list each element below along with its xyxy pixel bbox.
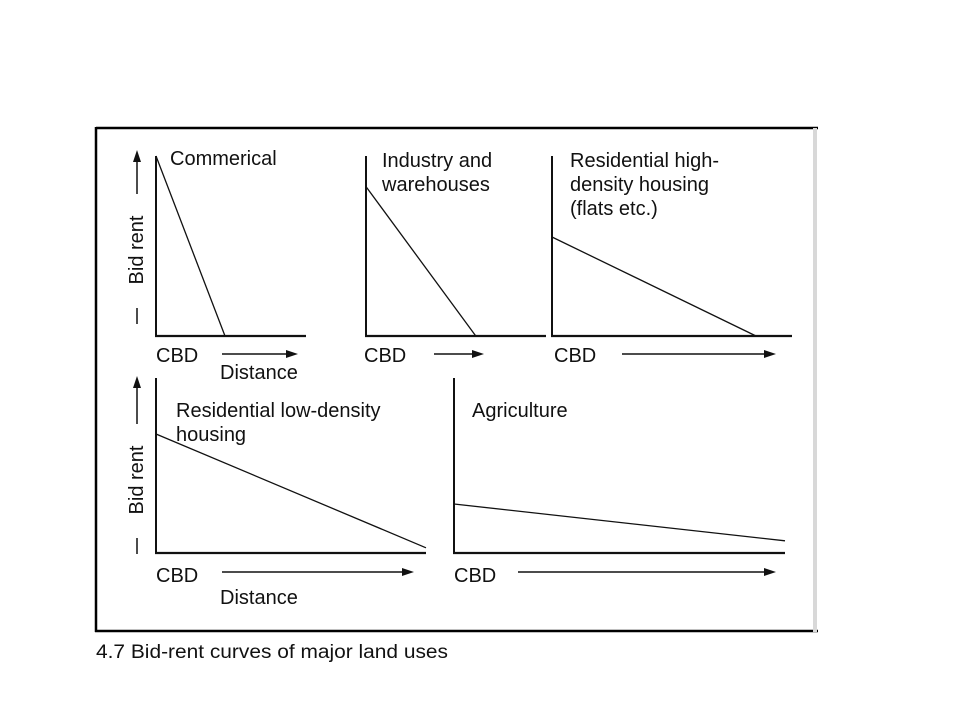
y-label-arrow-head-4 xyxy=(133,376,141,388)
cbd-label-3: CBD xyxy=(554,345,596,367)
chart-panel-1: Commerical CBD Distance Bid rent xyxy=(126,148,306,384)
panels-group: Commerical CBD Distance Bid rent Industry an… xyxy=(126,148,792,609)
figure-caption: 4.7 Bid-rent curves of major land uses xyxy=(96,642,448,663)
chart-panel-5: Agriculture CBD xyxy=(453,378,786,587)
panel-title-3-line-2: density housing xyxy=(570,174,709,196)
distance-arrow-5-head xyxy=(764,568,776,576)
cbd-label-5: CBD xyxy=(454,565,496,587)
cbd-label-2: CBD xyxy=(364,345,406,367)
cbd-label-4: CBD xyxy=(156,565,198,587)
cbd-label-1: CBD xyxy=(156,345,198,367)
panel-title-2-line-1: Industry and xyxy=(382,150,492,172)
x-axis-label-1: Distance xyxy=(220,362,298,384)
distance-arrow-4-head xyxy=(402,568,414,576)
panel-title-5-line-1: Agriculture xyxy=(472,400,568,422)
panel-title-1-line-1: Commerical xyxy=(170,148,277,170)
panel-title-4-line-1: Residential low-density xyxy=(176,400,381,422)
bid-rent-curve-4-1 xyxy=(155,433,427,549)
bid-rent-curve-5-1 xyxy=(453,503,786,542)
panel-title-4-line-2: housing xyxy=(176,424,246,446)
bid-rent-curve-3-1 xyxy=(551,236,757,337)
distance-arrow-1-head xyxy=(286,350,298,358)
distance-arrow-2-head xyxy=(472,350,484,358)
chart-panel-3: Residential high-density housing(flats e… xyxy=(551,150,792,367)
bid-rent-curve-2-1 xyxy=(365,186,477,337)
panel-title-3-line-1: Residential high- xyxy=(570,150,719,172)
y-label-arrow-head-1 xyxy=(133,150,141,162)
distance-arrow-3-head xyxy=(764,350,776,358)
x-axis-label-4: Distance xyxy=(220,587,298,609)
y-axis-label-1: Bid rent xyxy=(126,215,148,284)
bid-rent-curve-1-1 xyxy=(155,155,226,337)
panel-title-3-line-3: (flats etc.) xyxy=(570,198,658,220)
panel-title-2-line-2: warehouses xyxy=(381,174,490,196)
y-axis-label-4: Bid rent xyxy=(126,445,148,514)
